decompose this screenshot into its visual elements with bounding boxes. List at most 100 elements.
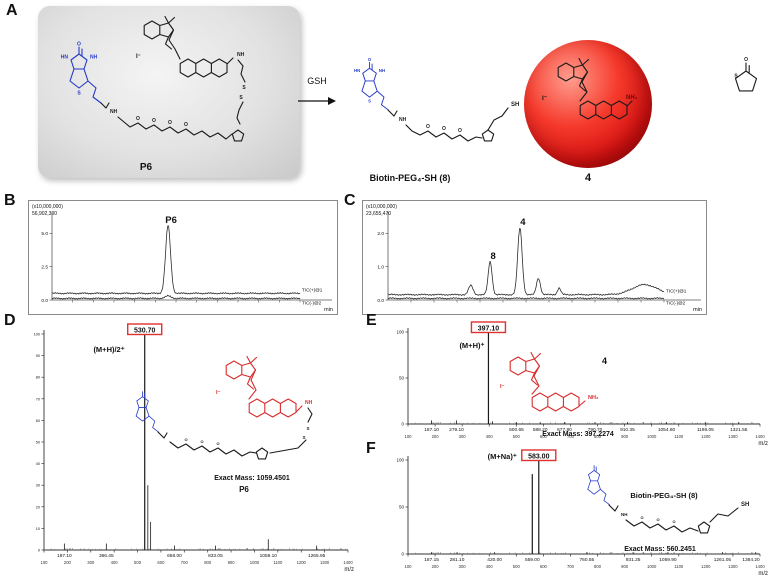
- ms-peak-mz-label: 1261.05: [714, 557, 732, 563]
- atom-sh: SH: [511, 102, 519, 108]
- atom-nh: NH: [305, 400, 313, 406]
- product2-caption: 4: [584, 172, 592, 184]
- atom-s: S: [302, 435, 305, 440]
- x-tick-label: 900: [621, 434, 629, 439]
- x-tick-label: 1400: [755, 434, 765, 439]
- compound-4-structure: I⁻ NH₂: [542, 57, 638, 120]
- reaction-arrow: [298, 97, 336, 105]
- ms-peak-mz-label: 187.10: [57, 553, 72, 559]
- atom-o: O: [184, 122, 188, 128]
- ms-peak-mz-label: 1265.95: [308, 553, 326, 559]
- atom-nh: NH: [399, 117, 407, 123]
- ms-peak-mz-label: 658.00: [167, 553, 182, 559]
- ion-label: (M+Na)⁺: [488, 452, 517, 461]
- x-tick-label: 600: [540, 434, 548, 439]
- atom-o: O: [200, 439, 203, 444]
- x-tick-label: 700: [181, 560, 189, 565]
- x-tick-label: 500: [513, 434, 521, 439]
- y-tick-label: 0: [401, 422, 404, 427]
- x-tick-label: 700: [567, 564, 575, 569]
- atom-s: S: [368, 99, 371, 104]
- x-tick-label: 1300: [320, 560, 330, 565]
- arrow-head: [328, 97, 336, 105]
- ms-peak-mz-label: 187.10: [424, 427, 439, 433]
- atom-o: O: [77, 42, 81, 48]
- iodide-counterion: I⁻: [216, 390, 221, 396]
- atom-o: O: [184, 437, 187, 442]
- panel-b-label: B: [4, 192, 16, 209]
- x-axis-label: m/z: [344, 567, 354, 573]
- y-tick-label: 70: [36, 397, 40, 401]
- x-tick-label: 1400: [755, 564, 765, 569]
- biotin-peg4-sh-structure-ms: NH O O O SH Biotin-PEG₄-SH (8) Exact Mas…: [587, 465, 749, 553]
- x-tick-label: 1000: [647, 564, 657, 569]
- y-scale-label: (x10,000,000): [366, 204, 397, 210]
- x-tick-label: 200: [432, 564, 440, 569]
- peg-linker: NH O O O SH: [387, 102, 519, 142]
- atom-o: O: [640, 515, 643, 520]
- ms-peak-mz-label: 279.10: [449, 427, 464, 433]
- atom-o: O: [458, 128, 462, 134]
- y-tick-label: 80: [36, 376, 40, 380]
- mass-spectrum-f: 0 50 100 100 200 300 400 500 600 700 800 900 1000 110…: [396, 449, 768, 577]
- ms-peak-mz-label: 677.80: [557, 427, 572, 433]
- x-tick-label: 100: [405, 434, 413, 439]
- ms-peak-mz-label: 1054.80: [658, 427, 676, 433]
- p6-structure: O HN NH S NH O O O O NH S S: [61, 15, 246, 173]
- atom-nh: NH: [110, 109, 118, 115]
- atom-s: S: [734, 74, 738, 80]
- y-tick-label: 50: [399, 376, 405, 381]
- chromene-moiety: [579, 71, 633, 120]
- y-tick-label: 2.5: [41, 264, 48, 270]
- x-tick-label: 1000: [647, 434, 657, 439]
- dye-moiety: NH I⁻: [216, 355, 313, 418]
- exact-mass-f: Exact Mass: 560.2451: [624, 546, 696, 553]
- atom-o: O: [426, 124, 430, 130]
- biotin-moiety: [135, 391, 159, 433]
- p6-caption: P6: [140, 162, 153, 173]
- y-tick-label: 20: [36, 505, 40, 509]
- atom-o: O: [744, 57, 748, 63]
- y-tick-label: 100: [34, 333, 40, 337]
- y-tick-label: 5.0: [41, 231, 48, 237]
- biotin-moiety: [587, 465, 610, 506]
- ms-peak-mz-label: 366.45: [99, 553, 114, 559]
- x-tick-label: 700: [567, 434, 575, 439]
- atom-nh: NH: [379, 68, 385, 73]
- x-tick-label: 500: [134, 560, 142, 565]
- ms-peak-mz-label: 1384.20: [742, 557, 760, 563]
- panel-e-label: E: [366, 312, 377, 329]
- atom-o: O: [168, 120, 172, 126]
- max-intensity-label: 56,902,300: [32, 211, 57, 217]
- peg-linker: NH O O O O NH S S: [100, 52, 246, 140]
- atom-o: O: [136, 116, 140, 122]
- y-tick-label: 0.0: [377, 298, 384, 304]
- main-peak-label: 530.70: [134, 327, 156, 334]
- y-tick-label: 90: [36, 354, 40, 358]
- x-tick-label: 800: [594, 434, 602, 439]
- ms-peak-mz-label: 833.05: [208, 553, 223, 559]
- atom-o: O: [656, 517, 659, 522]
- ms-peak-mz-label: 420.00: [487, 557, 502, 563]
- triazole-ring: [481, 129, 495, 142]
- highlight-box: [127, 323, 163, 336]
- biotin-moiety: O HN NH S: [354, 57, 389, 111]
- y-tick-label: 0: [401, 552, 404, 557]
- disulfide-linker: S S: [269, 407, 313, 454]
- x-tick-label: 300: [87, 560, 95, 565]
- peak-label: P6: [165, 215, 177, 226]
- x-tick-label: 1400: [343, 560, 353, 565]
- chromene-moiety: [168, 29, 228, 78]
- ms-peak-mz-label: 588.20: [533, 427, 548, 433]
- plot-frame: [362, 200, 707, 315]
- y-tick-label: 40: [36, 462, 40, 466]
- iodide-counterion: I⁻: [542, 95, 548, 102]
- y-tick-label: 100: [396, 458, 404, 463]
- peg-linker: O O O: [157, 431, 257, 457]
- y-tick-label: 1.0: [377, 264, 384, 270]
- atom-s: S: [242, 85, 246, 91]
- ms-peak-mz-label: 910.35: [620, 427, 635, 433]
- iodide-counterion: I⁻: [136, 54, 141, 60]
- chromatogram-b: (x10,000,000)56,902,300 5.0 2.5 0.0 min TIC(+…: [28, 200, 338, 315]
- x-tick-label: 900: [228, 560, 236, 565]
